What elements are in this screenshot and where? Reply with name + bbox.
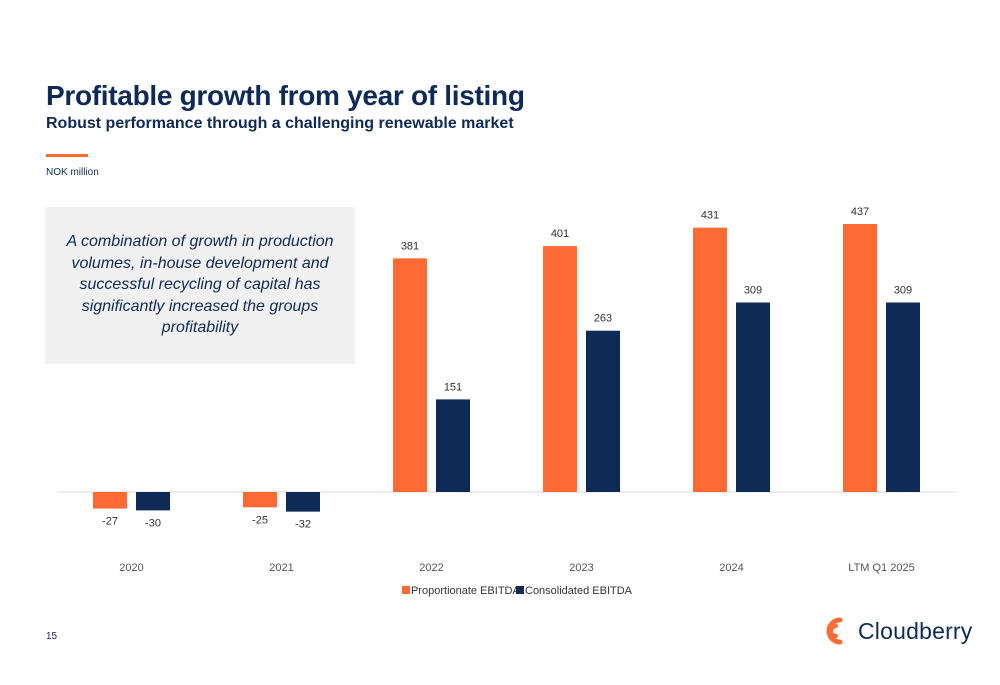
bar-consolidated-3 — [586, 330, 620, 492]
category-label: 2024 — [719, 562, 743, 574]
cloudberry-logo-icon — [826, 617, 843, 645]
bar-proportionate-5 — [843, 224, 877, 492]
value-label: -25 — [252, 514, 268, 526]
value-label: 431 — [701, 210, 719, 222]
value-label: -30 — [145, 517, 161, 529]
value-label: 263 — [594, 313, 612, 325]
category-label: 2023 — [569, 562, 593, 574]
legend-label: Proportionate EBITDA — [411, 585, 520, 597]
callout-box: A combination of growth in production vo… — [45, 207, 355, 364]
bar-proportionate-2 — [393, 258, 427, 492]
category-label: 2021 — [269, 562, 293, 574]
legend-label: Consolidated EBITDA — [525, 585, 633, 597]
value-label: -32 — [295, 519, 311, 531]
page-title: Profitable growth from year of listing — [46, 80, 525, 111]
bar-consolidated-2 — [436, 399, 470, 492]
bar-consolidated-5 — [886, 302, 920, 492]
value-label: 401 — [551, 228, 569, 240]
legend-swatch — [516, 586, 524, 594]
logo-text: Cloudberry — [858, 617, 973, 644]
company-logo: Cloudberry — [820, 614, 973, 648]
legend-swatch — [402, 586, 410, 594]
page-subtitle: Robust performance through a challenging… — [46, 115, 514, 132]
value-label: 309 — [744, 284, 762, 296]
bar-consolidated-0 — [136, 492, 170, 511]
value-label: 151 — [444, 381, 462, 393]
bar-proportionate-4 — [693, 227, 727, 492]
bar-consolidated-4 — [736, 302, 770, 492]
value-label: 309 — [894, 284, 912, 296]
callout-text: A combination of growth in production vo… — [66, 233, 334, 337]
category-label: LTM Q1 2025 — [848, 562, 914, 574]
unit-label: NOK million — [46, 167, 99, 178]
bar-proportionate-3 — [543, 246, 577, 492]
category-label: 2020 — [119, 562, 143, 574]
value-label: 381 — [401, 240, 419, 252]
category-label: 2022 — [419, 562, 443, 574]
bar-consolidated-1 — [286, 492, 320, 512]
page-number: 15 — [46, 631, 58, 642]
value-label: -27 — [102, 516, 118, 528]
bar-proportionate-0 — [93, 492, 127, 509]
bar-proportionate-1 — [243, 492, 277, 508]
accent-divider — [46, 154, 88, 157]
value-label: 437 — [851, 206, 869, 218]
